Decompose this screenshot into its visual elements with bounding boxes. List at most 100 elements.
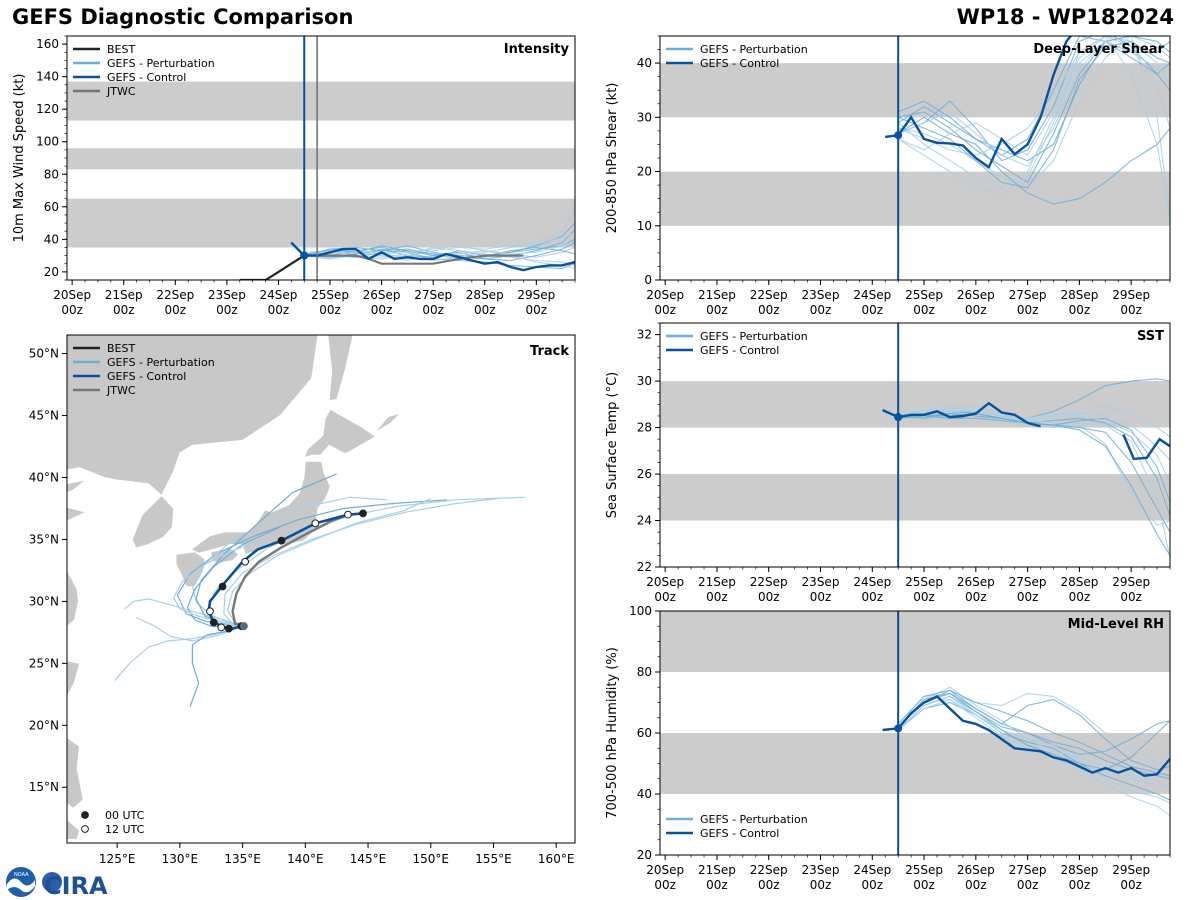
sst-y-tick-label: 22 [637,560,652,574]
track-panel: 125°E 130°E 135°E 140°E 145°E 150°E 155°E 160°E… [29,334,576,866]
land-taiwan [67,660,80,697]
rh-x-tick-label: 25Sep [905,863,943,877]
track-lon-tick-label: 140°E [287,852,324,866]
shear-legend-label: GEFS - Control [700,57,779,70]
sst-frame [659,322,1171,568]
shear-x-tick-label: 25Sep [905,288,943,302]
rh-x-tick-label: 27Sep [1009,863,1047,877]
shear-x-tick-label: 28Sep [1060,288,1098,302]
jtwc-track [231,513,349,627]
land-visayas [67,818,80,840]
land-kuril-islands [373,412,401,434]
rh-y-tick-label: 60 [637,726,652,740]
shear-perturbation-line [897,36,1170,215]
track-point-00utc [277,536,286,545]
shear-y-tick-label: 10 [637,219,652,233]
land-luzon [67,737,84,809]
track-lat-tick-label: 20°N [29,718,59,732]
perturbation-track [223,498,498,627]
track-point-12utc [344,510,352,519]
sst-perturbation-line [898,410,1170,484]
shear-x-tick-label: 24Sep [853,288,891,302]
track-lat-tick-label: 30°N [29,594,59,608]
track-lat-tick-label: 50°N [29,347,59,361]
shear-x-tick-label: 27Sep [1009,288,1047,302]
sst-y-tick-label: 24 [637,514,652,528]
shear-band-0 [660,171,1170,226]
rh-legend-label: GEFS - Control [700,827,779,840]
rh-perturbation-line [897,698,1170,816]
shear-y-axis-label: 200-850 hPa Shear (kt) [605,83,620,234]
track-point-00utc [218,582,227,591]
rh-legend-label: GEFS - Perturbation [700,813,808,826]
track-point-12utc [241,557,250,566]
shear-x-tick-label: 21Sep [698,288,736,302]
intensity-y-tick-label: 20 [44,265,59,279]
land-shandong [67,506,87,522]
sst-title: SST [1137,329,1164,344]
intensity-plot-area [67,36,575,280]
track-point-12utc [217,623,226,632]
rh-x-tick-label: 00z [706,878,728,892]
rh-perturbation-line [897,698,1170,804]
track-legend-label: GEFS - Perturbation [107,356,215,369]
intensity-best-line [239,254,305,280]
intensity-legend-label: GEFS - Control [107,71,186,84]
sst-legend-label: GEFS - Control [700,344,779,357]
intensity-x-tick-label: 00z [422,303,444,317]
shear-x-tick-label: 00z [861,303,883,317]
track-lon-tick-label: 135°E [224,852,261,866]
cira-globe-icon [42,872,62,892]
intensity-y-tick-label: 160 [36,37,59,51]
intensity-x-tick-label: 00z [319,303,341,317]
intensity-x-tick-label: 22Sep [156,288,194,302]
shear-title: Deep-Layer Shear [1033,42,1164,57]
shear-perturbation-line [897,40,1170,167]
legend-00utc-label: 00 UTC [105,809,145,822]
rh-panel: 2040608010020Sep00z21Sep00z22Sep00z23Sep… [605,604,1171,892]
shear-y-tick-label: 30 [637,110,652,124]
perturbation-track [206,496,525,627]
sst-panel: 22242628303220Sep00z21Sep00z22Sep00z23Se… [605,322,1171,604]
shear-band-1 [660,63,1170,118]
legend-12utc-label: 12 UTC [105,823,145,836]
shear-x-tick-label: 26Sep [957,288,995,302]
rh-x-tick-label: 00z [1120,878,1142,892]
sst-x-tick-label: 29Sep [1112,575,1150,589]
land-liaodong [67,479,87,493]
intensity-x-tick-label: 00z [371,303,393,317]
rh-x-tick-label: 21Sep [698,863,736,877]
intensity-band-2 [67,81,575,121]
intensity-y-tick-label: 40 [44,232,59,246]
intensity-x-tick-label: 29Sep [517,288,555,302]
intensity-x-tick-label: 00z [268,303,290,317]
track-lon-tick-label: 155°E [475,852,512,866]
best-track-current-position [239,622,248,631]
rh-perturbation-line [897,689,1170,777]
rh-control-line [882,694,1170,777]
rh-x-tick-label: 00z [654,878,676,892]
sst-plot-area [660,323,1170,567]
sst-x-tick-label: 00z [706,590,728,604]
intensity-x-tick-label: 23Sep [208,288,246,302]
sst-x-tick-label: 00z [861,590,883,604]
cira-logo-text: CIRA [44,872,108,898]
shear-panel: 01020304020Sep00z21Sep00z22Sep00z23Sep00… [605,35,1171,317]
perturbation-track [114,625,243,682]
rh-x-tick-label: 24Sep [853,863,891,877]
sst-x-tick-label: 00z [810,590,832,604]
shear-x-tick-label: 20Sep [646,288,684,302]
intensity-control-line [290,241,575,272]
shear-y-tick-label: 40 [637,56,652,70]
land-asia-mainland [67,335,319,549]
sst-x-tick-label: 25Sep [905,575,943,589]
rh-init-marker [894,724,903,733]
rh-band-1 [660,611,1170,672]
track-legend-label: BEST [107,342,135,355]
track-legend-label: GEFS - Control [107,370,186,383]
sst-x-tick-label: 21Sep [698,575,736,589]
sst-x-tick-label: 00z [1069,590,1091,604]
sst-control-line [882,401,1041,428]
sst-x-tick-label: 00z [758,590,780,604]
